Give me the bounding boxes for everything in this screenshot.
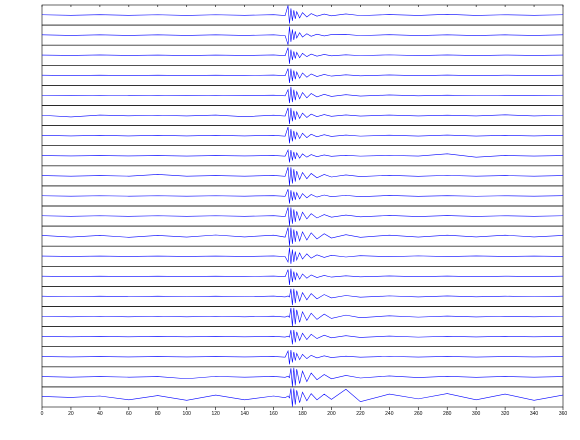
waveform — [41, 26, 564, 45]
x-tick-label: 60 — [126, 411, 132, 417]
waveform — [41, 207, 564, 226]
waveform — [41, 47, 564, 64]
x-tick-label: 20 — [68, 411, 74, 417]
x-tick-label: 100 — [183, 411, 192, 417]
x-tick-label: 280 — [443, 411, 452, 417]
x-tick-label: 180 — [298, 411, 307, 417]
waveform — [41, 349, 564, 365]
waveform — [41, 126, 564, 144]
x-tick-label: 80 — [155, 411, 161, 417]
waveform — [41, 268, 564, 285]
x-tick-label: 320 — [501, 411, 510, 417]
trace-frame — [41, 386, 564, 408]
x-tick-label: 120 — [211, 411, 220, 417]
x-tick-label: 300 — [472, 411, 481, 417]
waveform — [41, 167, 564, 186]
x-tick-label: 160 — [269, 411, 278, 417]
waveform — [41, 5, 564, 24]
x-tick-label: 240 — [385, 411, 394, 417]
waveform — [41, 388, 564, 407]
waveform — [41, 367, 564, 387]
x-tick-label: 0 — [41, 411, 44, 417]
waveform — [41, 148, 564, 163]
waveform — [41, 288, 564, 306]
x-tick-label: 340 — [530, 411, 539, 417]
waveform — [41, 86, 564, 104]
waveform — [41, 247, 564, 264]
x-tick-label: 220 — [356, 411, 365, 417]
waveform — [41, 329, 564, 345]
waveform — [41, 189, 564, 204]
x-tick-label: 260 — [414, 411, 423, 417]
waveform — [41, 68, 564, 84]
x-tick-label: 140 — [240, 411, 249, 417]
waveform — [41, 107, 564, 125]
waveform — [41, 307, 564, 327]
waveform — [41, 227, 564, 246]
x-tick-label: 40 — [97, 411, 103, 417]
x-tick-label: 360 — [559, 411, 568, 417]
x-tick-label: 200 — [327, 411, 336, 417]
